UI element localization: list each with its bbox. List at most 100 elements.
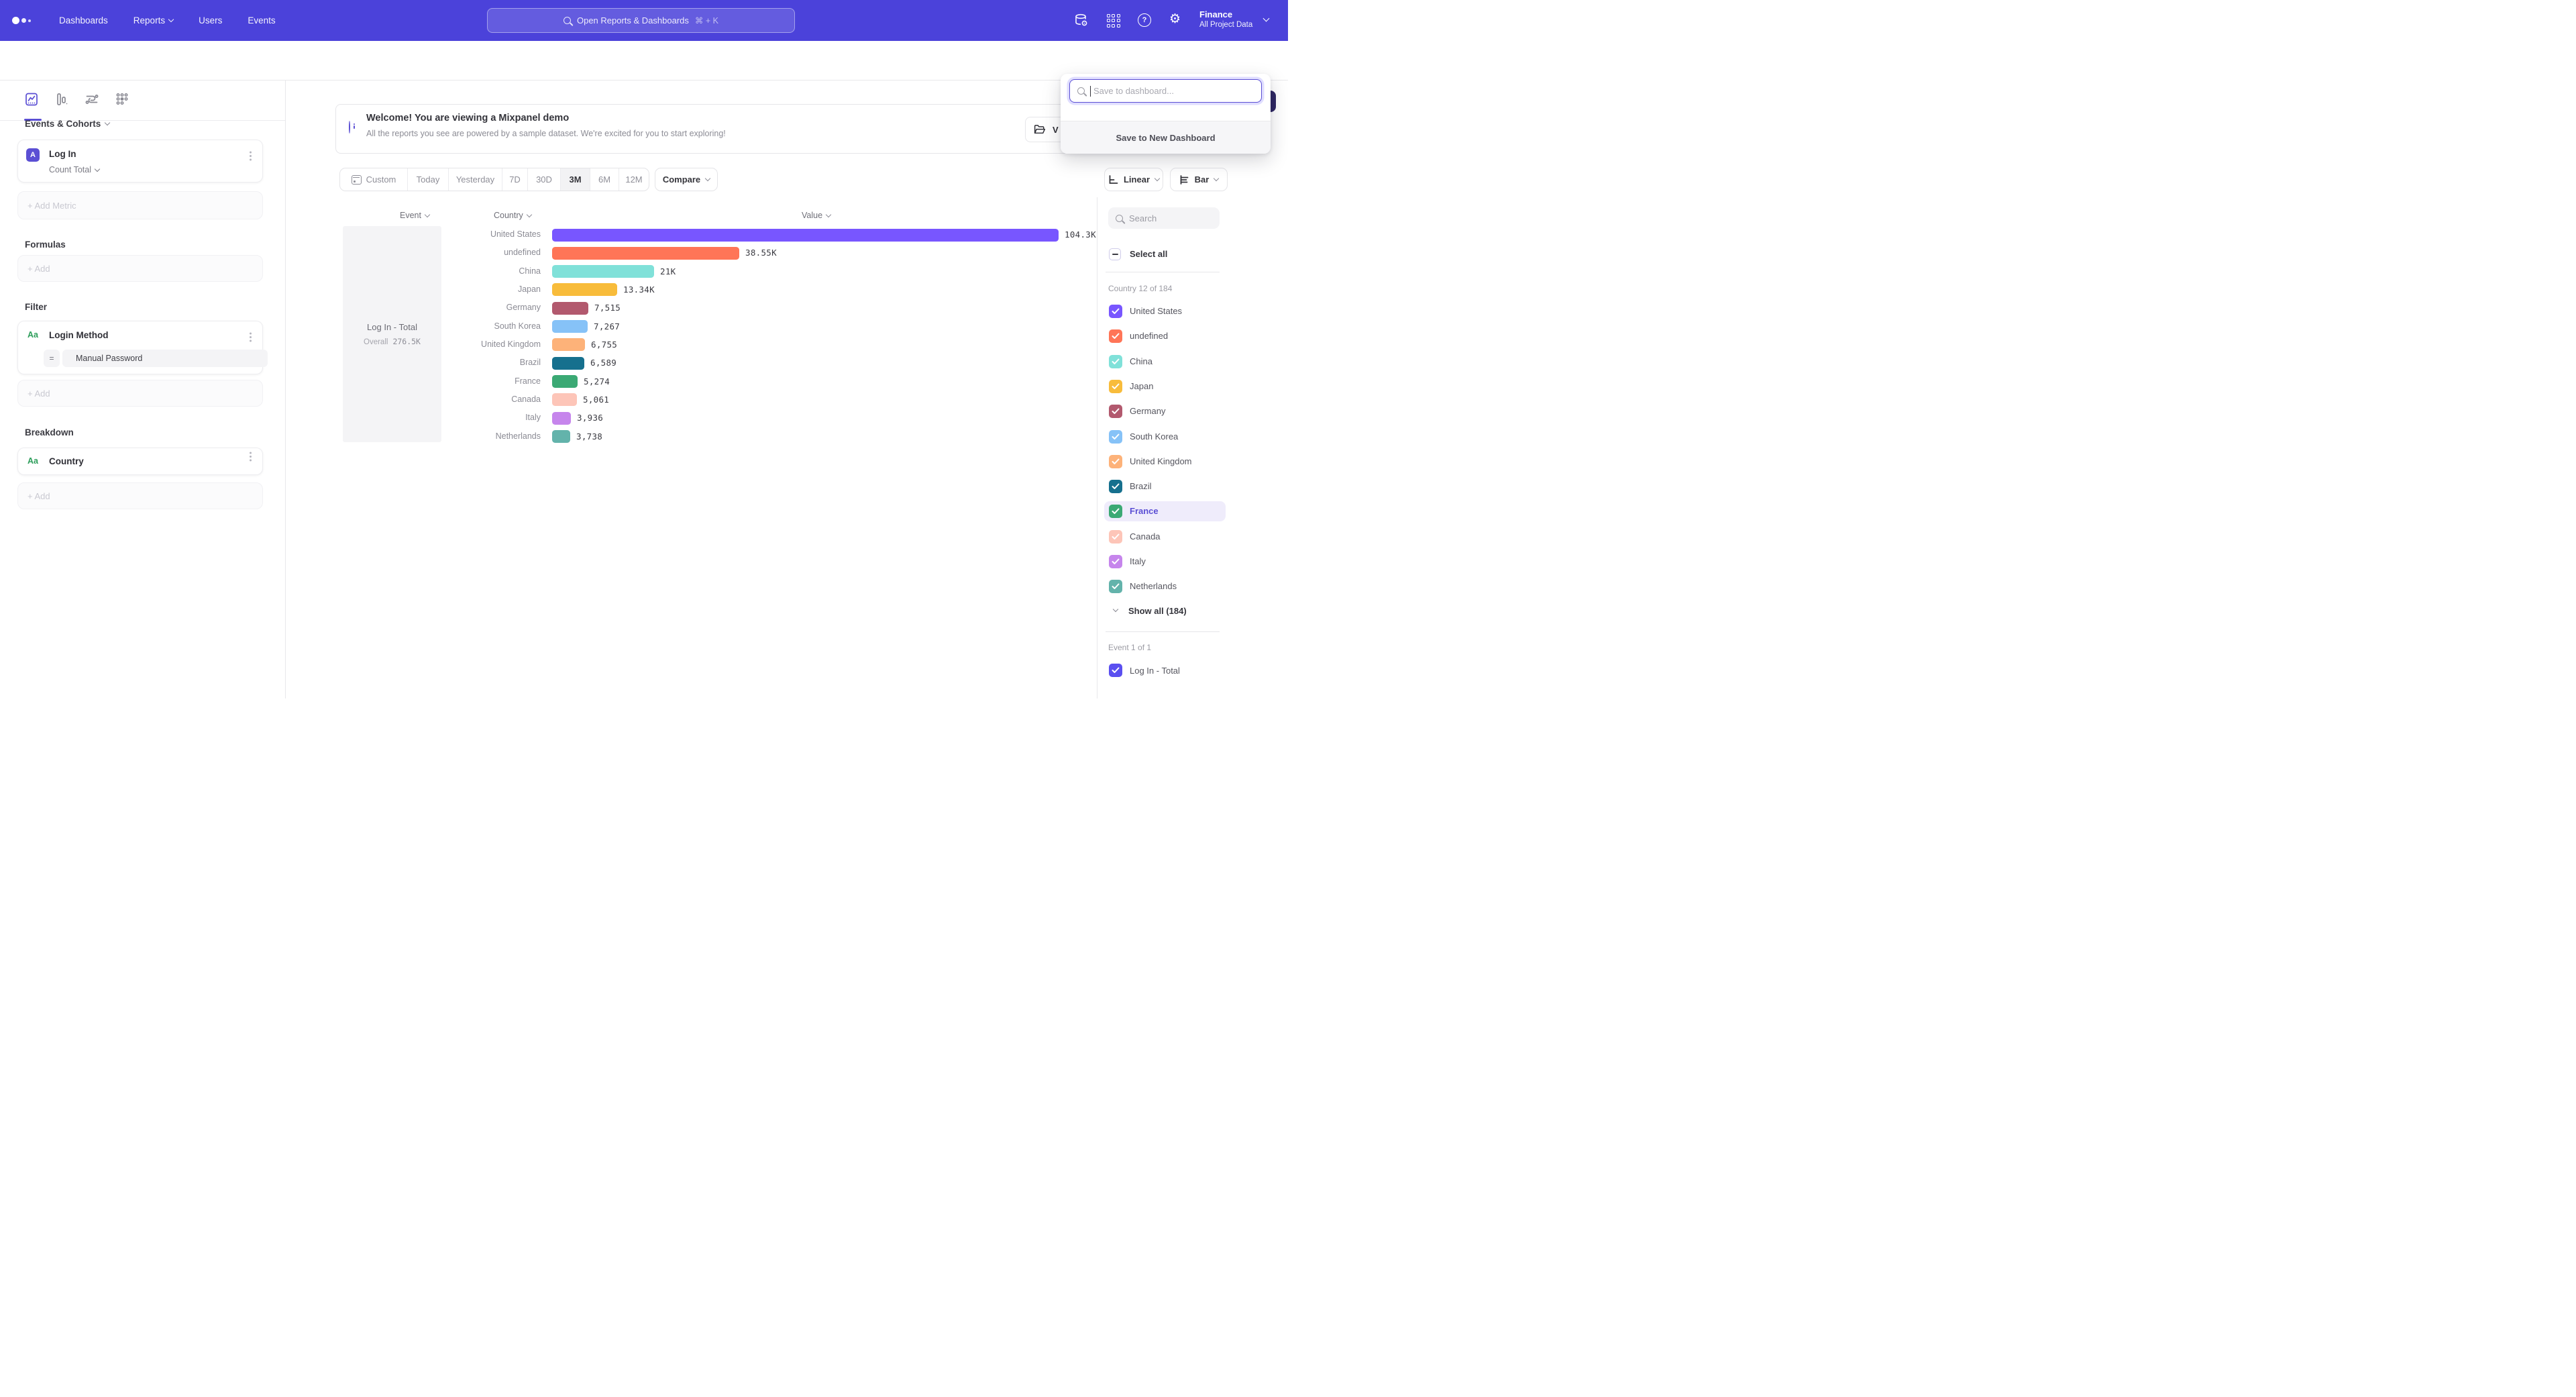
legend-label-france[interactable]: France (1130, 506, 1159, 516)
filter-operator-chip[interactable]: = (44, 350, 60, 367)
aggregation-selector[interactable]: Count Total (49, 165, 99, 174)
legend-checkbox-germany[interactable] (1109, 405, 1122, 418)
kebab-menu-icon[interactable] (250, 456, 252, 458)
bar-united-states[interactable] (552, 229, 1059, 242)
legend-search-input[interactable]: Search (1108, 207, 1220, 229)
save-to-new-dashboard-button[interactable]: Save to New Dashboard (1061, 121, 1271, 154)
project-selector[interactable]: Finance All Project Data (1199, 9, 1252, 30)
bar-category-label: Brazil (433, 358, 541, 367)
legend-checkbox-canada[interactable] (1109, 530, 1122, 544)
legend-label-south-korea[interactable]: South Korea (1130, 431, 1178, 442)
range-option-6m[interactable]: 6M (590, 168, 619, 191)
legend-checkbox-south-korea[interactable] (1109, 430, 1122, 444)
event-legend-checkbox[interactable] (1109, 664, 1122, 677)
legend-checkbox-united-states[interactable] (1109, 305, 1122, 318)
show-all-button[interactable]: Show all (184) (1128, 606, 1187, 616)
text-cursor (1090, 86, 1091, 97)
tab-flows-icon[interactable] (85, 92, 99, 107)
event-legend-label[interactable]: Log In - Total (1130, 666, 1180, 676)
range-option-3m[interactable]: 3M (560, 168, 590, 191)
column-header-event[interactable]: Event (400, 211, 429, 220)
range-option-7d[interactable]: 7D (502, 168, 527, 191)
settings-gear-icon[interactable]: ⚙ (1169, 13, 1181, 26)
legend-checkbox-brazil[interactable] (1109, 480, 1122, 493)
filter-card[interactable]: Aa Login Method = Manual Password (17, 321, 263, 374)
legend-label-brazil[interactable]: Brazil (1130, 481, 1152, 491)
legend-label-united-kingdom[interactable]: United Kingdom (1130, 456, 1192, 466)
chart-type-button[interactable]: Bar (1170, 168, 1228, 191)
tab-funnels-icon[interactable] (54, 92, 69, 107)
bar-south-korea[interactable] (552, 320, 588, 333)
column-header-value[interactable]: Value (802, 211, 830, 220)
tab-retention-icon[interactable] (115, 92, 129, 107)
breakdown-property-name[interactable]: Country (49, 456, 84, 466)
global-search-input[interactable]: Open Reports & Dashboards ⌘ + K (487, 8, 795, 33)
add-filter-button[interactable]: + Add (17, 380, 263, 407)
bar-brazil[interactable] (552, 357, 584, 370)
chart-scale-button[interactable]: Linear (1104, 168, 1163, 191)
legend-checkbox-undefined[interactable] (1109, 329, 1122, 343)
kebab-menu-icon[interactable] (250, 155, 252, 157)
legend-label-undefined[interactable]: undefined (1130, 331, 1168, 341)
add-metric-button[interactable]: + Add Metric (17, 191, 263, 219)
help-icon[interactable]: ? (1138, 13, 1151, 27)
breakdown-card[interactable]: Aa Country (17, 448, 263, 475)
mixpanel-insights-app: Dashboards Reports Users Events Open Rep… (0, 0, 1288, 698)
range-option-12m[interactable]: 12M (619, 168, 649, 191)
bar-value-label: 3,936 (577, 413, 603, 423)
select-all-checkbox[interactable] (1109, 248, 1121, 260)
bar-category-label: Italy (433, 413, 541, 422)
legend-label-germany[interactable]: Germany (1130, 406, 1165, 416)
chevron-down-icon[interactable] (1113, 607, 1118, 612)
legend-checkbox-france[interactable] (1109, 505, 1122, 518)
bar-japan[interactable] (552, 283, 617, 296)
select-all-label[interactable]: Select all (1130, 249, 1167, 259)
nav-item-reports[interactable]: Reports (133, 15, 173, 25)
legend-label-united-states[interactable]: United States (1130, 306, 1182, 316)
add-formula-button[interactable]: + Add (17, 255, 263, 282)
tab-insights-icon[interactable] (24, 92, 39, 107)
add-breakdown-button[interactable]: + Add (17, 482, 263, 509)
bar-netherlands[interactable] (552, 430, 570, 443)
legend-checkbox-japan[interactable] (1109, 380, 1122, 393)
bar-value-label: 7,515 (594, 303, 621, 313)
kebab-menu-icon[interactable] (250, 336, 252, 338)
bar-italy[interactable] (552, 412, 571, 425)
nav-item-dashboards[interactable]: Dashboards (59, 15, 108, 25)
save-dashboard-search-input[interactable]: Save to dashboard... (1069, 79, 1262, 103)
column-header-country[interactable]: Country (494, 211, 531, 220)
bar-united-kingdom[interactable] (552, 338, 585, 351)
nav-item-events[interactable]: Events (248, 15, 275, 25)
legend-label-japan[interactable]: Japan (1130, 381, 1153, 391)
legend-label-china[interactable]: China (1130, 356, 1152, 366)
data-management-icon[interactable] (1074, 13, 1089, 31)
metric-event-name[interactable]: Log In (49, 149, 76, 159)
legend-checkbox-china[interactable] (1109, 355, 1122, 368)
range-option-custom[interactable]: Custom (340, 168, 407, 191)
nav-item-users[interactable]: Users (199, 15, 222, 25)
mixpanel-logo-icon[interactable] (12, 17, 31, 24)
bar-germany[interactable] (552, 302, 588, 315)
bar-china[interactable] (552, 265, 654, 278)
legend-checkbox-netherlands[interactable] (1109, 580, 1122, 593)
legend-checkbox-united-kingdom[interactable] (1109, 455, 1122, 468)
legend-label-netherlands[interactable]: Netherlands (1130, 581, 1177, 591)
range-option-today[interactable]: Today (407, 168, 448, 191)
legend-label-italy[interactable]: Italy (1130, 556, 1146, 566)
filter-property-name[interactable]: Login Method (49, 330, 108, 340)
range-option-yesterday[interactable]: Yesterday (448, 168, 502, 191)
metric-card[interactable]: A Log In Count Total (17, 140, 263, 183)
bar-canada[interactable] (552, 393, 577, 406)
bar-france[interactable] (552, 375, 578, 388)
bar-value-label: 3,738 (576, 431, 602, 442)
bar-undefined[interactable] (552, 247, 739, 260)
project-scope: All Project Data (1199, 20, 1252, 30)
range-option-30d[interactable]: 30D (527, 168, 560, 191)
events-cohorts-heading[interactable]: Events & Cohorts (25, 119, 109, 129)
chevron-down-icon[interactable] (1263, 15, 1270, 22)
legend-label-canada[interactable]: Canada (1130, 531, 1161, 541)
compare-button[interactable]: Compare (655, 168, 718, 191)
filter-value-field[interactable]: Manual Password (62, 350, 268, 367)
apps-grid-icon[interactable] (1107, 14, 1120, 28)
legend-checkbox-italy[interactable] (1109, 555, 1122, 568)
